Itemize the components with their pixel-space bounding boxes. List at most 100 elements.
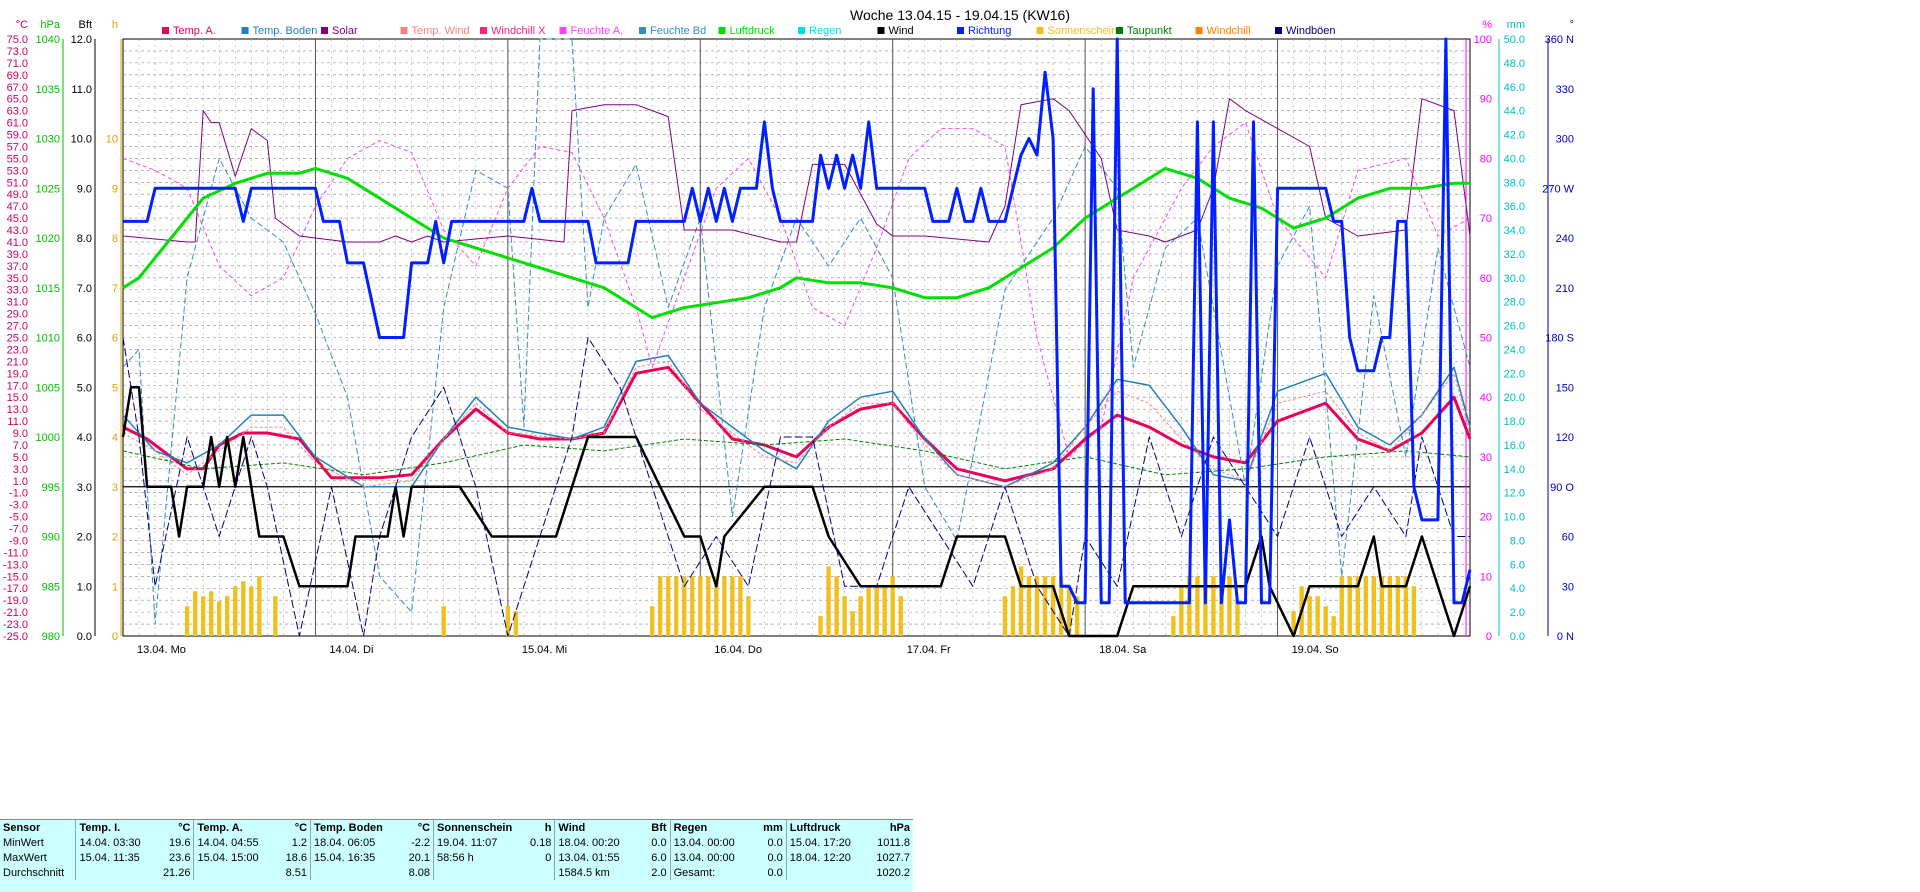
stats-cell: 1027.7 [876, 851, 910, 864]
stats-cell: 15.04. 17:20 [785, 835, 869, 850]
series-line [123, 37, 1472, 605]
axis-tick-label: 6.0 [1510, 559, 1525, 571]
axis-tick-label: 37.0 [7, 261, 28, 273]
stats-cell: 14.04. 04:55 [193, 835, 277, 850]
axis-unit-label: % [1482, 19, 1492, 31]
stats-cell: 19.6 [169, 836, 191, 849]
axis-tick-label: 80 [1480, 153, 1492, 165]
day-label: 13.04. Mo [137, 644, 186, 656]
stats-cell: h [544, 821, 552, 834]
legend-label: Feuchte Bd [650, 25, 706, 37]
stats-cell: 8.51 [285, 866, 308, 879]
axis-tick-label: 1 [112, 581, 118, 593]
stats-cell: 0 [545, 851, 552, 864]
axis-tick-label: 90 [1480, 94, 1492, 106]
axis-tick-label: 34.0 [1504, 225, 1525, 237]
stats-cell: Gesamt: [669, 865, 753, 880]
axis-tick-label: 75.0 [7, 34, 28, 46]
axis-tick-label: 30 [1562, 581, 1574, 593]
sunshine-bar [730, 576, 735, 636]
stats-row: MinWert 14.04. 03:30 19.6 14.04. 04:55 1.2 18… [0, 835, 913, 850]
stats-cell: Bft [651, 821, 667, 834]
axis-tick-label: 0 [112, 631, 118, 643]
stats-cell: Sensor [3, 821, 41, 834]
axis-unit-label: ° [1570, 19, 1574, 31]
axis-tick-label: 1035 [36, 84, 60, 96]
sunshine-bar [1018, 566, 1024, 636]
axis-tick-label: 150 [1556, 382, 1574, 394]
axis-tick-label: 44.0 [1504, 106, 1525, 118]
sunshine-bar [273, 596, 278, 636]
chart-axes: °C75.073.071.069.067.065.063.061.059.057… [3, 19, 1575, 656]
axis-tick-label: 46.0 [1504, 82, 1525, 94]
stats-cell: 13.04. 01:55 [554, 850, 638, 865]
axis-tick-label: 1020 [36, 233, 60, 245]
legend-swatch [957, 27, 964, 34]
sunshine-bar [192, 591, 198, 636]
axis-tick-label: 5.0 [13, 452, 28, 464]
stats-cell: °C [294, 821, 308, 834]
chart-area: Woche 13.04.15 - 19.04.15 (KW16) Temp. A… [2, 7, 1575, 656]
chart-title: Woche 13.04.15 - 19.04.15 (KW16) [850, 7, 1070, 23]
sunshine-bar [818, 616, 823, 636]
axis-tick-label: 3 [112, 482, 118, 494]
axis-tick-label: 12.0 [71, 34, 92, 46]
axis-unit-label: h [112, 19, 118, 31]
legend-swatch [1036, 27, 1044, 34]
legend-swatch [1116, 27, 1123, 34]
axis-tick-label: 10 [1480, 571, 1492, 583]
axis-tick-label: 1015 [36, 283, 60, 295]
axis-tick-label: 8 [112, 233, 118, 245]
axis-tick-label: 2.0 [77, 532, 92, 544]
axis-tick-label: 14.0 [1504, 464, 1525, 476]
sunshine-bar [1195, 576, 1200, 636]
axis-unit-label: Bft [79, 19, 92, 31]
axis-tick-label: 3.0 [13, 464, 28, 476]
sunshine-bar [874, 586, 879, 636]
stats-cell: 6.0 [651, 851, 667, 864]
axis-tick-label: 30 [1480, 452, 1492, 464]
stats-cell: 18.6 [285, 851, 308, 864]
stats-cell: 1584.5 km [554, 865, 638, 880]
stats-cell: 14.04. 03:30 [75, 835, 159, 850]
sunshine-bar [690, 576, 695, 636]
sunshine-bar [1026, 576, 1032, 636]
sunshine-bar [1339, 576, 1344, 636]
sunshine-bar [249, 586, 254, 636]
axis-tick-label: 60 [1480, 273, 1492, 285]
axis-tick-label: 18.0 [1504, 416, 1525, 428]
day-label: 17.04. Fr [907, 644, 951, 656]
axis-tick-label: 240 [1556, 233, 1574, 245]
plot-area [121, 37, 1472, 638]
series-line [121, 386, 1472, 638]
day-label: 15.04. Mi [522, 644, 567, 656]
legend-label: Luftdruck [730, 25, 776, 37]
stats-cell [193, 865, 277, 880]
axis-tick-label: -21.0 [3, 607, 28, 619]
sunshine-bar [674, 576, 679, 636]
sunshine-bar [1387, 576, 1393, 636]
axis-tick-label: 6 [112, 333, 118, 345]
axis-tick-label: -3.0 [9, 500, 28, 512]
sunshine-bar [1307, 596, 1312, 636]
sunshine-bar [1235, 601, 1240, 636]
axis-tick-label: 33.0 [7, 285, 28, 297]
axis-tick-label: -1.0 [9, 488, 28, 500]
sunshine-bar [441, 606, 446, 636]
axis-tick-label: 10.0 [71, 134, 92, 146]
stats-cell: 19.04. 11:07 [433, 835, 521, 850]
axis-tick-label: 180 S [1545, 333, 1574, 345]
axis-tick-label: 8.0 [1510, 535, 1525, 547]
stats-cell: 0.0 [767, 866, 783, 879]
axis-tick-label: 67.0 [7, 82, 28, 94]
legend-swatch [559, 27, 567, 34]
axis-tick-label: 43.0 [7, 225, 28, 237]
legend-label: Temp. Wind [412, 25, 470, 37]
stats-cell: 20.1 [408, 851, 431, 864]
axis-tick-label: 70 [1480, 213, 1492, 225]
axis-tick-label: 16.0 [1504, 440, 1525, 452]
series-line [122, 166, 1470, 320]
sunshine-bar [1010, 586, 1016, 636]
day-label: 16.04. Do [714, 644, 762, 656]
sunshine-bar [1315, 596, 1320, 636]
